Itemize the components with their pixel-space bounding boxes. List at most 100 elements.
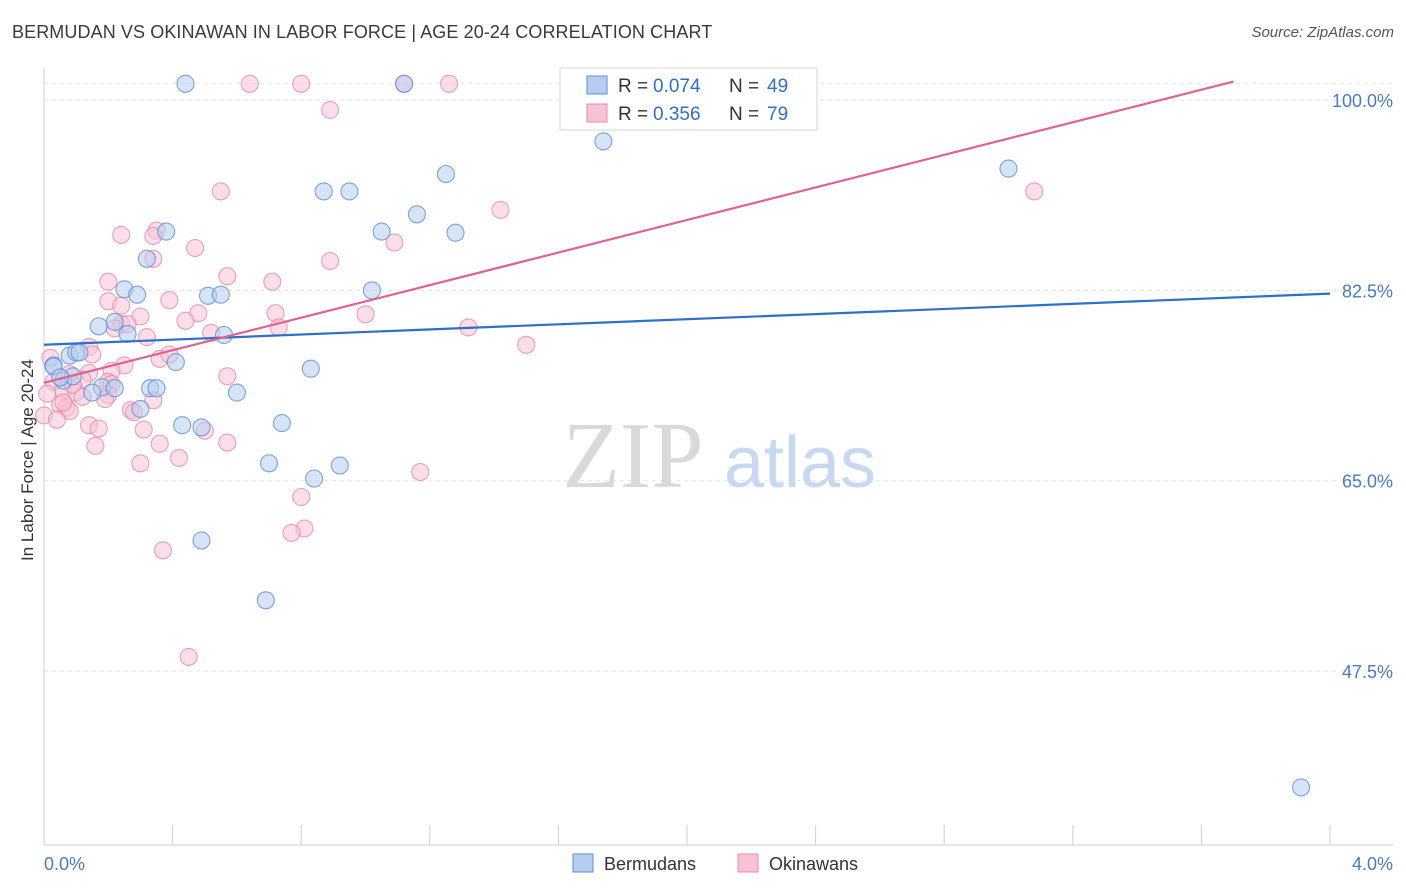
okinawan-point-67 — [131, 454, 150, 473]
legend-r-value-2: 0.356 — [653, 104, 701, 125]
bermudan-point-0 — [176, 74, 195, 93]
legend-swatch-okinawans — [586, 103, 608, 123]
okinawan-point-11 — [186, 238, 205, 258]
bottom-legend-swatch-okinawans — [737, 853, 759, 873]
bermudan-point-40 — [272, 414, 291, 433]
y-tick-label-1: 65.0% — [1342, 472, 1393, 492]
okinawan-point-0 — [240, 74, 259, 93]
bermudan-point-43 — [305, 469, 324, 488]
okinawan-point-64 — [218, 433, 237, 452]
okinawan-point-74 — [54, 393, 73, 412]
source-label: Source: ZipAtlas.com — [1251, 24, 1394, 41]
bermudan-point-12 — [157, 222, 176, 241]
okinawan-point-66 — [169, 448, 189, 467]
y-tick-label-2: 82.5% — [1342, 281, 1393, 301]
okinawan-point-9 — [112, 225, 131, 244]
bottom-legend-okinawans: Okinawans — [769, 854, 858, 874]
bermudan-point-38 — [173, 416, 192, 435]
bottom-legend: Bermudans Okinawans — [572, 853, 858, 874]
okinawan-point-6 — [1025, 182, 1044, 201]
bermudan-trend-line — [43, 292, 1331, 346]
bermudan-point-37 — [131, 399, 150, 418]
bermudan-point-46 — [1292, 778, 1311, 797]
bermudan-point-21 — [118, 324, 137, 343]
bermudan-point-39 — [192, 418, 211, 437]
bermudan-point-44 — [192, 531, 211, 550]
okinawan-point-65 — [86, 436, 105, 455]
axes — [43, 68, 1393, 846]
bermudan-point-28 — [301, 359, 320, 378]
okinawan-point-33 — [517, 335, 536, 354]
bermudan-point-32 — [105, 379, 124, 398]
okinawan-point-5 — [211, 182, 230, 201]
trend-lines — [43, 80, 1331, 384]
okinawan-point-60 — [134, 420, 153, 439]
okinawan-point-73 — [179, 647, 198, 666]
bermudan-point-35 — [83, 383, 102, 402]
okinawan-point-19 — [160, 291, 179, 310]
bermudan-point-45 — [256, 591, 275, 610]
legend-n-label-1: N = — [729, 76, 759, 97]
bermudan-point-4 — [594, 132, 613, 151]
okinawan-point-15 — [218, 267, 237, 286]
chart-title: BERMUDAN VS OKINAWAN IN LABOR FORCE | AG… — [12, 22, 713, 42]
legend-r-value-1: 0.074 — [653, 76, 701, 97]
legend-r-label-1: R = — [618, 76, 648, 97]
x-tick-max: 4.0% — [1352, 854, 1393, 874]
okinawan-point-69 — [292, 487, 311, 507]
bermudan-point-10 — [372, 222, 391, 241]
okinawan-point-72 — [153, 541, 173, 560]
bermudan-point-18 — [362, 281, 381, 300]
bermudan-point-13 — [137, 249, 156, 268]
okinawan-point-63 — [150, 434, 169, 453]
watermark: ZIP atlas — [563, 404, 877, 508]
legend-r-label-2: R = — [618, 104, 648, 125]
okinawan-point-7 — [491, 200, 510, 219]
bermudan-point-41 — [259, 454, 279, 473]
bermudan-point-25 — [70, 343, 89, 362]
bermudan-point-1 — [395, 74, 414, 93]
bermudan-point-11 — [446, 223, 465, 242]
okinawan-point-32 — [137, 328, 156, 347]
bermudan-point-7 — [314, 182, 333, 201]
okinawan-point-59 — [89, 419, 108, 438]
top-legend: R = 0.074 N = 49 R = 0.356 N = 79 — [559, 67, 818, 131]
bermudan-point-19 — [105, 312, 124, 331]
okinawan-point-4 — [321, 100, 340, 119]
y-tick-label-0: 47.5% — [1342, 662, 1393, 682]
okinawan-point-20 — [112, 296, 131, 315]
okinawan-point-62 — [47, 410, 66, 429]
x-tick-min: 0.0% — [44, 854, 85, 874]
okinawan-trend-line — [43, 80, 1234, 384]
okinawan-point-68 — [411, 462, 430, 482]
blue-points — [44, 74, 1311, 797]
legend-n-value-2: 79 — [767, 104, 788, 125]
bermudan-point-42 — [330, 456, 349, 475]
bermudan-point-15 — [128, 285, 147, 304]
legend-n-value-1: 49 — [767, 76, 788, 97]
okinawan-point-16 — [99, 272, 118, 291]
y-axis-label: In Labor Force | Age 20-24 — [18, 359, 37, 561]
bermudan-point-26 — [166, 353, 185, 372]
legend-n-label-2: N = — [729, 104, 759, 125]
pink-points — [34, 74, 1044, 666]
bermudan-point-5 — [999, 159, 1018, 178]
okinawan-point-71 — [282, 523, 301, 542]
bermudan-point-6 — [436, 164, 455, 184]
okinawan-point-23 — [176, 311, 195, 330]
bermudan-point-20 — [89, 317, 108, 336]
okinawan-point-3 — [440, 74, 459, 93]
okinawan-point-75 — [38, 384, 57, 403]
bermudan-point-17 — [211, 285, 230, 304]
watermark-zip: ZIP — [563, 404, 704, 508]
bermudan-point-8 — [340, 182, 359, 201]
okinawan-point-13 — [321, 251, 340, 271]
bottom-legend-swatch-bermudans — [572, 853, 594, 873]
x-tick-labels: 0.0% 4.0% — [44, 854, 1393, 874]
okinawan-point-24 — [356, 305, 375, 324]
y-tick-labels: 47.5% 65.0% 82.5% 100.0% — [1332, 91, 1393, 682]
okinawan-point-17 — [263, 272, 282, 291]
legend-swatch-bermudans — [586, 75, 608, 95]
bermudan-point-9 — [407, 205, 426, 224]
